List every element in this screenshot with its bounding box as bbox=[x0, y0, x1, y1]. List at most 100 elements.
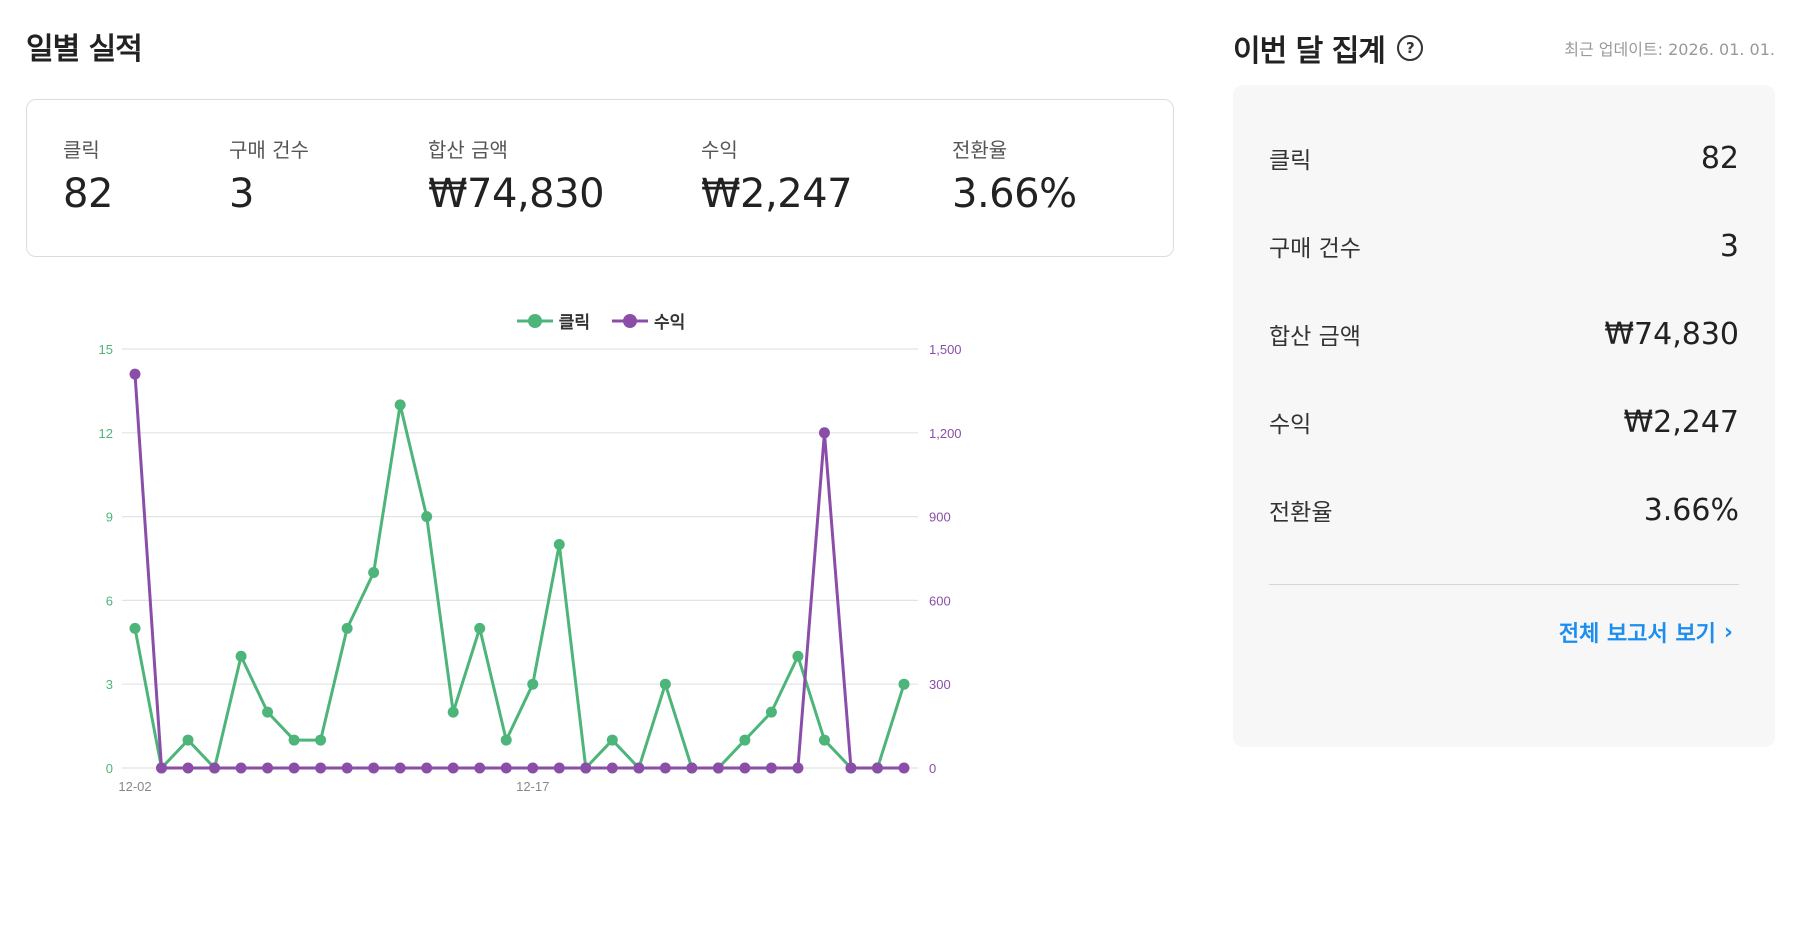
data-point-revenue bbox=[341, 762, 353, 774]
full-report-label: 전체 보고서 보기 bbox=[1558, 622, 1716, 647]
y-right-tick-label: 900 bbox=[929, 510, 951, 525]
question-circle-icon[interactable]: ? bbox=[1396, 35, 1423, 61]
summary-row-total-amount: 합산 금액 ₩74,830 bbox=[1269, 314, 1739, 354]
legend-line-marker-icon bbox=[611, 313, 648, 328]
summary-value: 82 bbox=[1700, 140, 1739, 176]
summary-row-revenue: 수익 ₩2,247 bbox=[1269, 402, 1739, 442]
metric-conversion-rate: 전환율 3.66% bbox=[952, 134, 1077, 217]
summary-value: 3 bbox=[1719, 228, 1739, 264]
y-left-tick-label: 9 bbox=[106, 510, 113, 525]
summary-value: ₩2,247 bbox=[1623, 404, 1739, 440]
data-point-revenue bbox=[235, 762, 247, 774]
data-point-revenue bbox=[394, 762, 406, 774]
data-point-clicks bbox=[262, 706, 274, 718]
metric-purchases: 구매 건수 3 bbox=[229, 134, 309, 217]
summary-value: 3.66% bbox=[1643, 492, 1739, 528]
legend-item-clicks[interactable]: 클릭 bbox=[516, 308, 591, 333]
data-point-clicks bbox=[553, 539, 565, 551]
data-point-clicks bbox=[527, 678, 539, 690]
data-point-revenue bbox=[474, 762, 486, 774]
data-point-revenue bbox=[368, 762, 380, 774]
y-left-tick-label: 3 bbox=[106, 677, 113, 692]
metric-value: 82 bbox=[63, 171, 113, 217]
metric-value: ₩2,247 bbox=[701, 171, 853, 217]
daily-chart: 클릭 수익 0 3 6 9 12 15 0 300 600 900 1,200 1,500 12-02 1… bbox=[26, 300, 1176, 940]
legend-label: 클릭 bbox=[558, 313, 591, 333]
data-point-clicks bbox=[394, 399, 406, 411]
legend-line-marker-icon bbox=[516, 313, 553, 328]
data-point-clicks bbox=[792, 650, 804, 662]
y-right-tick-label: 1,500 bbox=[929, 342, 962, 357]
summary-label: 클릭 bbox=[1269, 148, 1312, 174]
chart-plot: 0 3 6 9 12 15 0 300 600 900 1,200 1,500 12-02 12-17 bbox=[99, 342, 962, 794]
data-point-revenue bbox=[209, 762, 221, 774]
data-point-clicks bbox=[606, 734, 618, 746]
data-point-revenue bbox=[156, 762, 168, 774]
metric-label: 구매 건수 bbox=[229, 138, 309, 162]
summary-row-clicks: 클릭 82 bbox=[1269, 138, 1739, 178]
y-left-tick-label: 12 bbox=[99, 426, 113, 441]
data-point-revenue bbox=[288, 762, 300, 774]
metric-total-amount: 합산 금액 ₩74,830 bbox=[428, 134, 605, 217]
y-right-tick-label: 0 bbox=[929, 761, 936, 776]
summary-row-conversion-rate: 전환율 3.66% bbox=[1269, 490, 1739, 530]
y-left-tick-label: 6 bbox=[106, 593, 113, 608]
monthly-header: 이번 달 집계 ? bbox=[1233, 26, 1423, 70]
y-left-tick-label: 0 bbox=[106, 761, 113, 776]
summary-label: 수익 bbox=[1269, 412, 1312, 438]
y-left-tick-label: 15 bbox=[99, 342, 113, 357]
data-point-clicks bbox=[898, 678, 910, 690]
data-point-clicks bbox=[129, 622, 141, 634]
data-point-revenue bbox=[712, 762, 724, 774]
summary-value: ₩74,830 bbox=[1604, 316, 1739, 352]
data-point-revenue bbox=[315, 762, 327, 774]
data-point-clicks bbox=[288, 734, 300, 746]
y-right-tick-label: 600 bbox=[929, 593, 951, 608]
data-point-clicks bbox=[659, 678, 671, 690]
series-line-clicks bbox=[133, 403, 906, 770]
summary-row-purchases: 구매 건수 3 bbox=[1269, 226, 1739, 266]
x-tick-label: 12-02 bbox=[118, 779, 151, 794]
data-point-revenue bbox=[845, 762, 857, 774]
data-point-revenue bbox=[898, 762, 910, 774]
y-right-tick-label: 300 bbox=[929, 677, 951, 692]
data-point-revenue bbox=[871, 762, 883, 774]
summary-label: 합산 금액 bbox=[1269, 324, 1361, 350]
chart-legend: 클릭 수익 bbox=[26, 308, 1176, 334]
metric-label: 합산 금액 bbox=[428, 138, 508, 162]
data-point-clicks bbox=[368, 566, 380, 578]
chevron-right-icon: › bbox=[1723, 619, 1733, 645]
data-point-clicks bbox=[474, 622, 486, 634]
daily-title: 일별 실적 bbox=[26, 32, 143, 67]
data-point-clicks bbox=[765, 706, 777, 718]
data-point-clicks bbox=[447, 706, 459, 718]
x-tick-label: 12-17 bbox=[516, 779, 549, 794]
full-report-link[interactable]: 전체 보고서 보기 › bbox=[1559, 616, 1733, 648]
data-point-revenue bbox=[447, 762, 459, 774]
data-point-revenue bbox=[765, 762, 777, 774]
summary-divider bbox=[1269, 584, 1739, 585]
legend-item-revenue[interactable]: 수익 bbox=[611, 308, 686, 333]
data-point-revenue bbox=[421, 762, 433, 774]
metric-value: 3 bbox=[229, 171, 254, 217]
data-point-revenue bbox=[818, 427, 830, 439]
data-point-revenue bbox=[129, 368, 141, 380]
metric-clicks: 클릭 82 bbox=[63, 134, 113, 217]
metric-label: 클릭 bbox=[63, 138, 100, 162]
data-point-revenue bbox=[739, 762, 751, 774]
data-point-revenue bbox=[262, 762, 274, 774]
metric-value: 3.66% bbox=[952, 171, 1077, 217]
data-point-revenue bbox=[792, 762, 804, 774]
data-point-revenue bbox=[500, 762, 512, 774]
summary-label: 전환율 bbox=[1269, 500, 1333, 526]
data-point-clicks bbox=[235, 650, 247, 662]
legend-label: 수익 bbox=[653, 313, 686, 333]
last-updated: 최근 업데이트: 2026. 01. 01. bbox=[1564, 40, 1775, 59]
data-point-revenue bbox=[633, 762, 645, 774]
metric-value: ₩74,830 bbox=[428, 171, 605, 217]
metric-revenue: 수익 ₩2,247 bbox=[701, 134, 853, 217]
data-point-revenue bbox=[182, 762, 194, 774]
data-point-revenue bbox=[686, 762, 698, 774]
metric-label: 전환율 bbox=[952, 138, 1008, 162]
data-point-revenue bbox=[553, 762, 565, 774]
